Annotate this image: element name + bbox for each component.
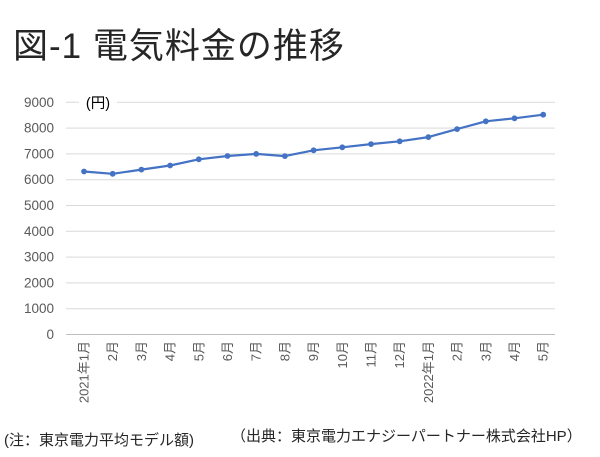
unit-label-backing — [79, 94, 117, 112]
data-point-marker — [282, 153, 288, 160]
data-point-marker — [396, 138, 403, 145]
y-tick-label: 5000 — [24, 198, 54, 213]
x-tick-label: 2021年1月 — [77, 341, 92, 403]
x-tick-label: 2月 — [105, 341, 120, 361]
y-tick-label: 4000 — [24, 224, 54, 239]
x-tick-label: 3月 — [478, 341, 493, 361]
x-tick-label: 7月 — [249, 341, 264, 361]
y-tick-label: 3000 — [24, 250, 54, 265]
data-point-marker — [425, 134, 432, 141]
data-point-marker — [224, 153, 231, 159]
note-source: （出典：東京電力エナジーパートナー株式会社HP） — [231, 428, 582, 445]
data-point-marker — [195, 156, 202, 163]
y-tick-label: 9000 — [24, 95, 54, 110]
x-tick-label: 10月 — [335, 341, 350, 368]
x-tick-label: 2月 — [450, 341, 465, 361]
chart-title: 図-1 電気料金の推移 — [13, 27, 345, 66]
x-tick-label: 4月 — [163, 341, 178, 361]
x-tick-label: 9月 — [306, 341, 321, 361]
x-tick-label: 12月 — [392, 341, 407, 368]
data-point-marker — [454, 126, 460, 132]
x-tick-label: 2022年1月 — [421, 341, 436, 403]
data-point-marker — [253, 151, 260, 157]
data-point-marker — [368, 141, 374, 148]
data-point-marker — [310, 147, 317, 154]
x-tick-label: 4月 — [507, 341, 522, 361]
x-tick-label: 5月 — [536, 341, 551, 361]
data-point-marker — [511, 115, 518, 122]
data-point-marker — [109, 170, 116, 177]
x-tick-label: 6月 — [220, 341, 235, 361]
data-point-marker — [138, 166, 145, 173]
series-line — [82, 113, 545, 175]
y-tick-label: 7000 — [24, 146, 54, 161]
x-tick-label: 8月 — [277, 341, 292, 361]
y-tick-label: 1000 — [24, 301, 54, 316]
y-tick-label: 0 — [46, 327, 54, 342]
data-point-marker — [339, 144, 346, 151]
data-point-marker — [482, 118, 489, 125]
y-tick-label: 6000 — [24, 172, 54, 187]
data-point-marker — [167, 162, 174, 169]
y-axis-unit-label: (円) — [86, 96, 110, 112]
data-point-marker — [81, 168, 87, 175]
data-point-marker — [540, 111, 547, 118]
y-tick-label: 8000 — [24, 121, 54, 136]
x-tick-label: 11月 — [364, 341, 379, 368]
y-tick-label: 2000 — [24, 275, 54, 290]
note-model-amount: (注：東京電力平均モデル額) — [4, 432, 194, 449]
x-tick-label: 5月 — [191, 341, 206, 361]
x-tick-label: 3月 — [134, 341, 149, 361]
